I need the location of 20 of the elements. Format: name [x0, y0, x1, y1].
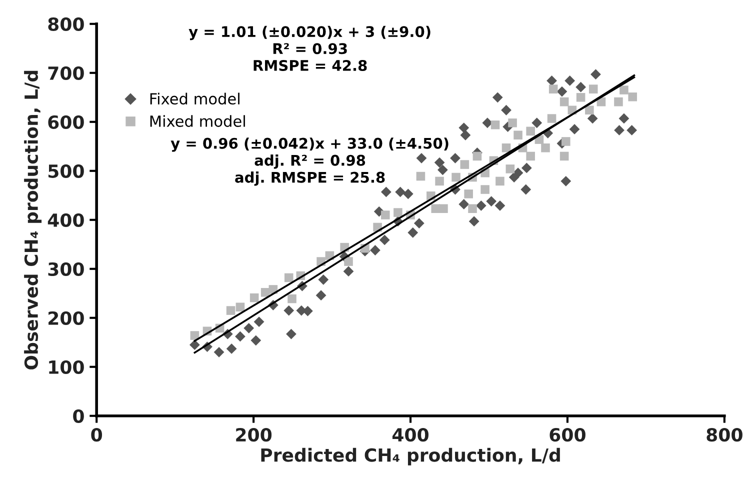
- y-tick-label: 100: [49, 360, 84, 374]
- y-axis-title: Observed CH₄ production, L/d: [24, 70, 42, 370]
- x-tick-label: 600: [550, 428, 586, 442]
- x-tick-label: 0: [91, 428, 102, 442]
- y-tick-label: 400: [48, 213, 84, 227]
- annotation: y = 1.01 (±0.020)x + 3 (±9.0) R² = 0.93 RMSPE = 42.8: [188, 26, 430, 72]
- y-tick-label: 800: [48, 17, 84, 32]
- y-tick-label: 600: [48, 115, 84, 130]
- y-tick-label: 200: [48, 311, 84, 325]
- x-tick-label: 200: [236, 428, 272, 442]
- x-tick-label: 400: [392, 428, 428, 442]
- y-tick-label: 700: [48, 66, 84, 80]
- x-axis-title: Predicted CH₄ production, L/d: [261, 448, 560, 466]
- legend-label: Fixed model: [150, 92, 240, 105]
- x-tick-label: 800: [706, 428, 742, 442]
- y-tick-label: 0: [73, 409, 84, 423]
- y-tick-label: 300: [48, 262, 84, 276]
- annotation: y = 0.96 (±0.042)x + 33.0 (±4.50) adj. R² = 0.98 adj. RMSPE = 25.8: [170, 138, 448, 186]
- legend-label: Mixed model: [150, 115, 245, 127]
- y-tick-label: 500: [48, 164, 84, 178]
